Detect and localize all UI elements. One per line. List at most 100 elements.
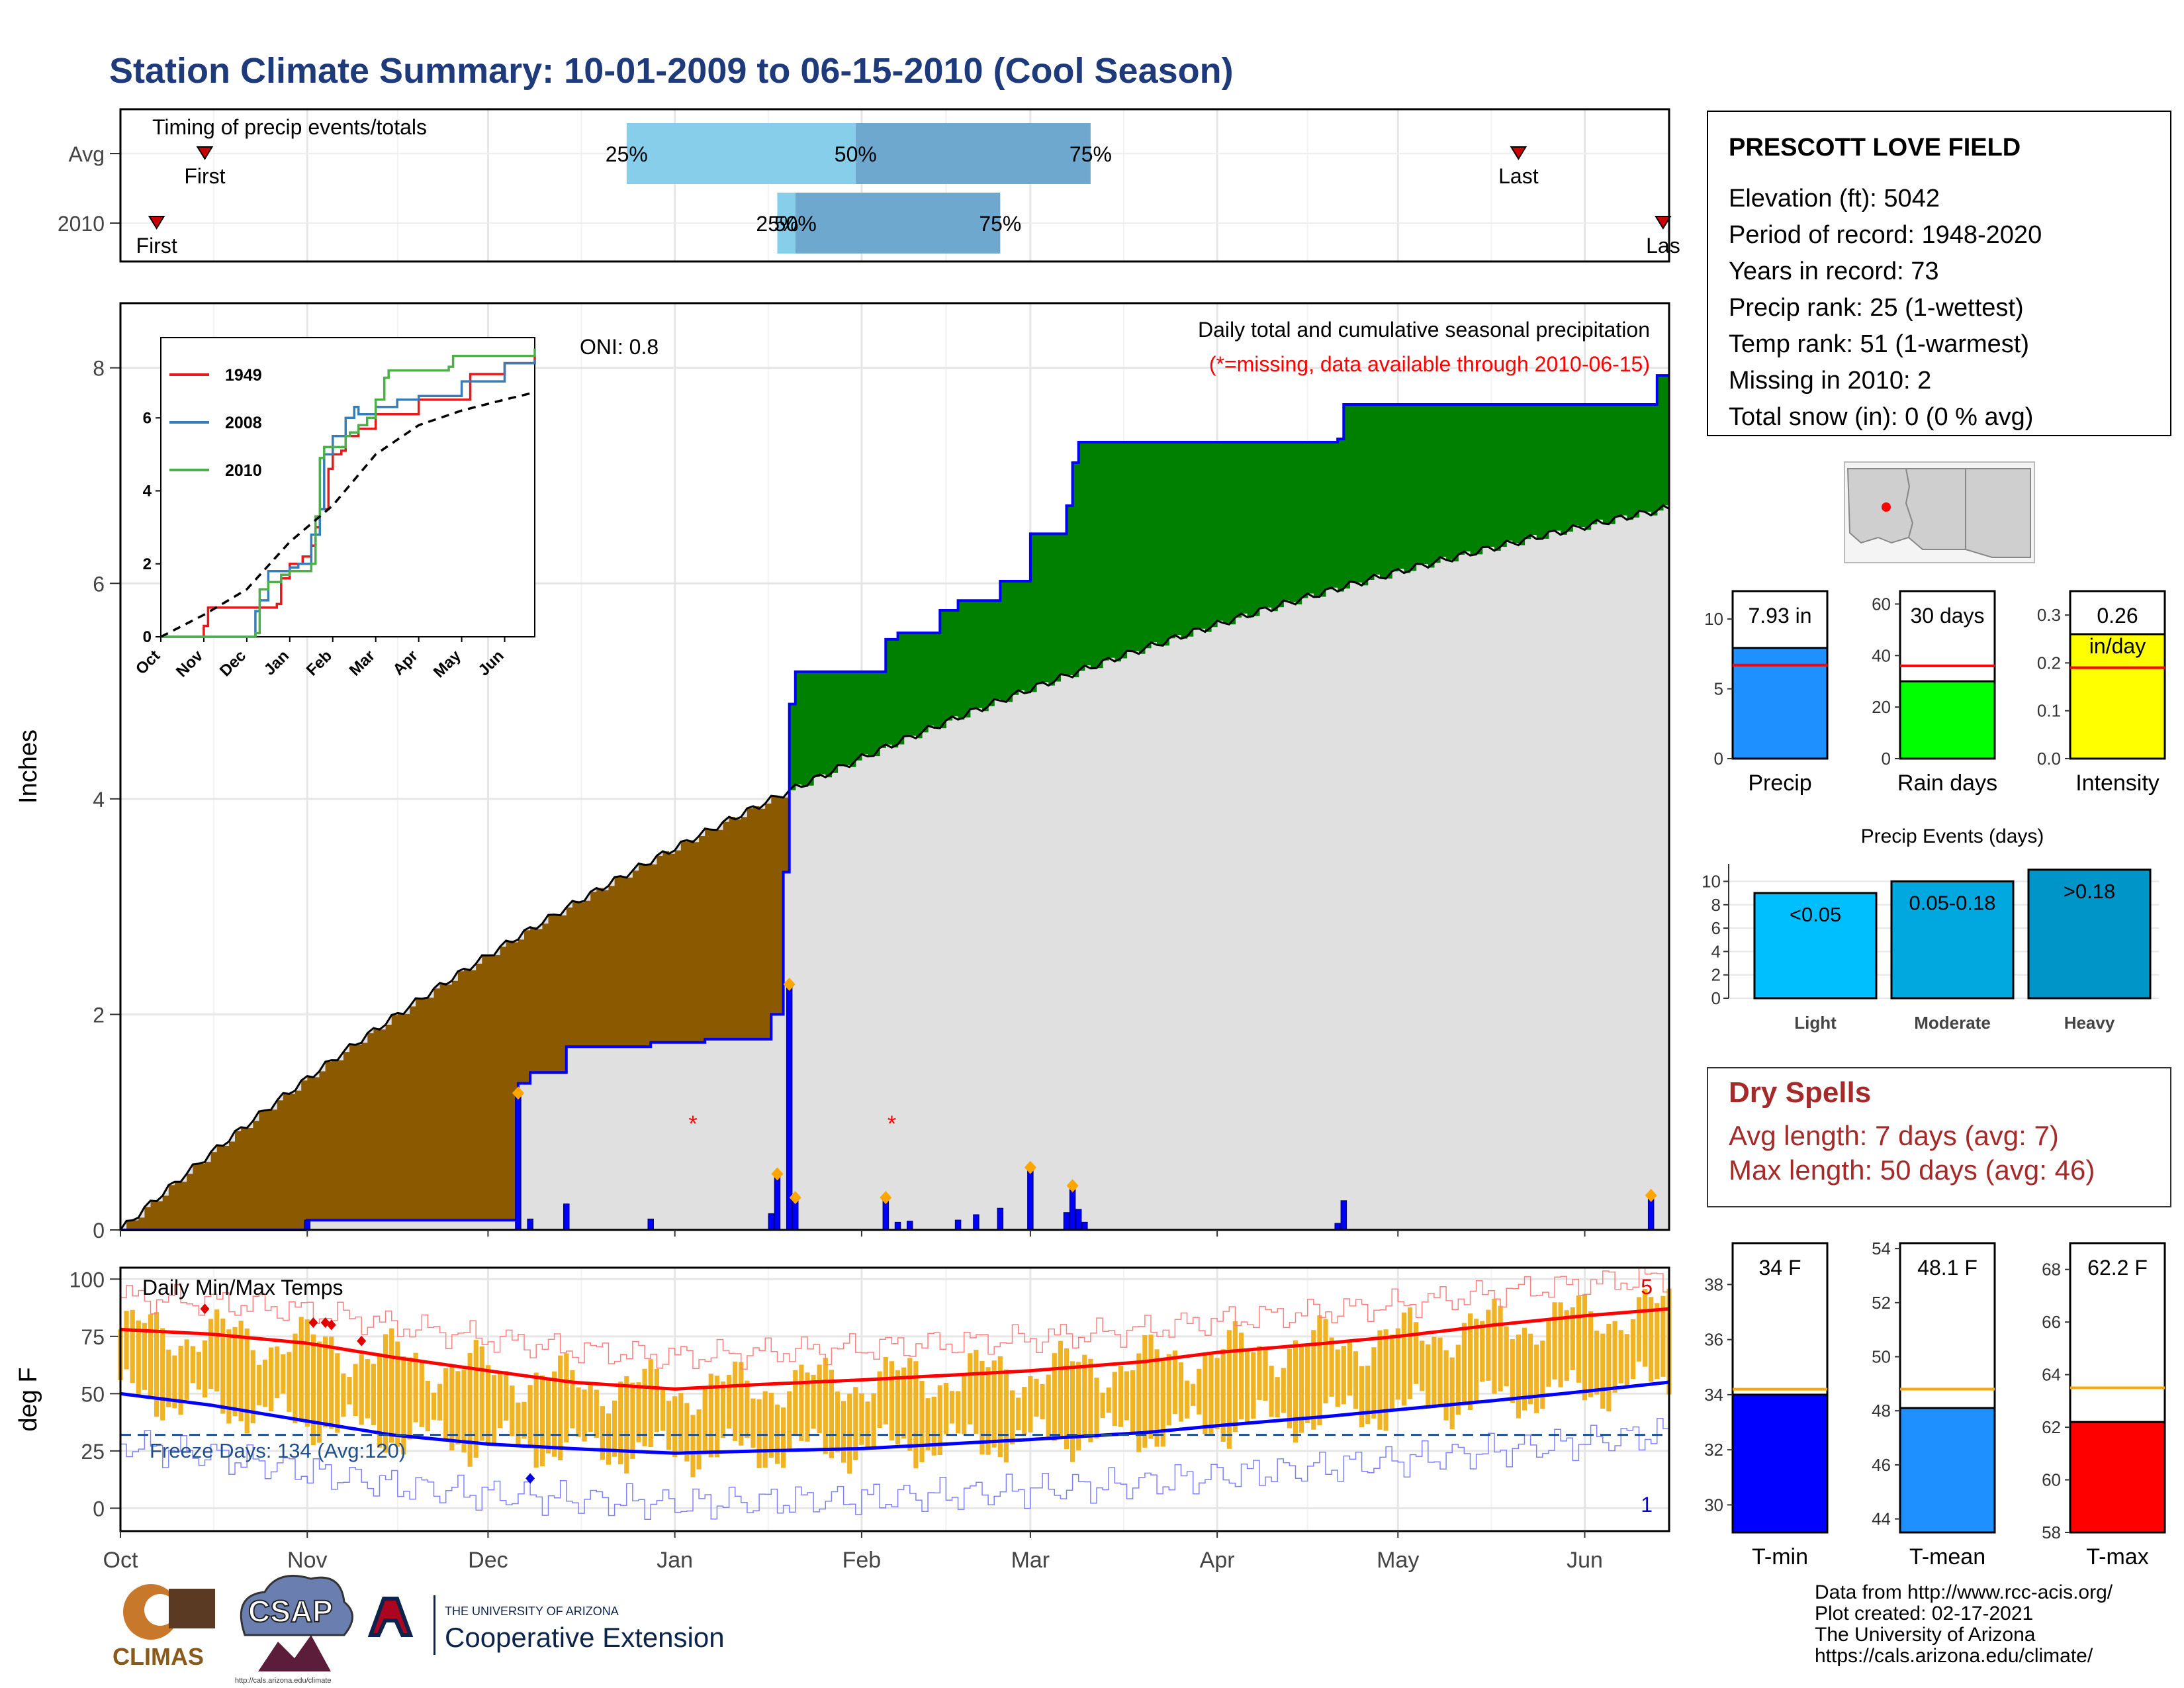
precip-daily-bar [515,1092,522,1231]
precip-record-marker [771,1167,784,1181]
precip-ytick-label: 4 [93,788,105,812]
summary-bar-ytick-label: 20 [1872,697,1891,717]
summary-bar-ytick-label: 48 [1872,1401,1891,1421]
timing-bar-late [795,193,1001,254]
timing-label-p25: 25% [756,212,798,236]
precip-events-panel: 0 2 4 6 8 10 <0.05 Light 0.05-0.18 Moderate >0.18 H… [1702,825,2171,1033]
precip-ytick-label: 0 [93,1219,105,1243]
summary-bar-category-label: Intensity [2075,771,2160,796]
precip-record-marker [783,977,796,991]
precip-record-marker [1066,1179,1079,1193]
summary-bar [1899,1407,1996,1534]
timing-bar-early [777,193,796,254]
precip-daily-bar [1340,1200,1347,1231]
dry-spells-title: Dry Spells [1729,1076,1871,1109]
temps-ytick-label: 100 [69,1268,105,1291]
events-title: Precip Events (days) [1861,825,2044,847]
inset-series-line [161,359,536,638]
summary-bar-ytick-label: 50 [1872,1347,1891,1367]
summary-bar-category-label: Precip [1748,771,1811,796]
precip-daily-bar [563,1203,570,1231]
station-line-snow: Total snow (in): 0 (0 % avg) [1729,403,2033,431]
station-location-dot [1882,502,1891,512]
ua-line-1: THE UNIVERSITY OF ARIZONA [445,1605,619,1618]
precip-daily-bar [304,1219,311,1231]
summary-bar-ytick-label: 0 [1882,749,1891,769]
events-category-label: Heavy [2064,1013,2115,1033]
temps-record-high-marker [357,1335,367,1346]
timing-title: Timing of precip events/totals [152,115,427,139]
summary-bar-ytick-label: 38 [1704,1274,1723,1294]
precip-ylabel: Inches [15,729,42,804]
timing-label-p50: 50% [774,212,817,236]
events-ytick-label: 4 [1711,941,1721,961]
month-tick-label: May [1377,1548,1419,1573]
temps-record-high-marker [326,1319,336,1331]
station-name: PRESCOTT LOVE FIELD [1729,134,2021,162]
summary-bar [1731,1393,1829,1534]
precip-daily-bar [1081,1221,1088,1231]
summary-bar-ytick-label: 60 [1872,594,1891,614]
events-bar-label: 0.05-0.18 [1909,891,1996,914]
summary-bar-ytick-label: 54 [1872,1239,1891,1258]
temps-average-high-line [120,1307,1670,1391]
events-bar [1890,880,2015,1000]
temperature-summary-bars: 30 32 34 36 38 34 F T-min 44 46 48 50 52 54 48.1 F T-m… [1704,1239,2166,1570]
precip-oni-annotation: ONI: 0.8 [580,335,659,359]
events-category-label: Moderate [1914,1013,1991,1033]
precip-record-marker [880,1191,892,1205]
temps-panel: 0 25 50 75 100 deg F Daily Min/Max Temps Freeze… [15,1266,1672,1532]
summary-bar-ytick-label: 5 [1714,679,1723,699]
station-line-elevation: Elevation (ft): 5042 [1729,185,1940,212]
month-tick-label: Nov [287,1548,327,1573]
location-map [1844,461,2035,563]
summary-bar-value-label: 48.1 F [1917,1256,1978,1280]
summary-bar-category-label: Rain days [1897,771,1997,796]
precip-daily-bar [894,1221,901,1231]
summary-bar-ytick-label: 32 [1704,1440,1723,1460]
temps-ylabel: deg F [15,1367,42,1431]
inset-series-line [160,391,535,638]
timing-row-label: 2010 [58,212,105,236]
precip-daily-bar [1063,1212,1070,1231]
events-ytick-label: 0 [1711,988,1721,1008]
precip-deficit-area [126,796,790,1230]
station-info-box: PRESCOTT LOVE FIELD Elevation (ft): 5042… [1707,111,2171,436]
precip-daily-bar [774,1173,781,1231]
inset-ytick-label: 0 [143,628,152,646]
precip-ytick-label: 2 [93,1003,105,1027]
temps-ytick-label: 0 [93,1497,105,1521]
temps-record-high-line [120,1266,1670,1370]
timing-marker-first [196,146,214,160]
climas-text: CLIMAS [113,1643,204,1670]
summary-bar-ytick-label: 0.1 [2037,701,2061,721]
events-ytick-label: 2 [1711,965,1721,985]
temps-record-high-count: 5 [1641,1275,1653,1299]
summary-bar-value-label: 0.26 [2097,604,2138,628]
precip-daily-bar [997,1207,1004,1231]
inset-legend-label: 2010 [225,461,262,480]
month-tick-label: Mar [1011,1548,1050,1573]
csap-logo: CSAP http://cals.arizona.edu/climate [235,1575,353,1685]
timing-marker-first [148,216,165,230]
credit-university: The University of Arizona [1815,1624,2036,1646]
inset-ytick-label: 2 [143,555,152,573]
precip-record-marker [1024,1160,1036,1174]
page-title: Station Climate Summary: 10-01-2009 to 0… [109,51,1234,91]
logos: CLIMAS CSAP http://cals.arizona.edu/clim… [113,1575,725,1685]
month-tick-label: Jun [1567,1548,1603,1573]
month-tick-label: Feb [842,1548,882,1573]
events-bar [1753,892,1878,1000]
timing-label-p75: 75% [1069,142,1112,166]
timing-label-last: Last [1498,164,1539,188]
precip-title: Daily total and cumulative seasonal prec… [1198,318,1650,342]
timing-label-p75: 75% [979,212,1021,236]
inset-ytick-label: 6 [143,409,152,427]
temps-record-low-line [120,1418,1670,1520]
timing-row-label: Avg [68,142,105,166]
summary-bar-ytick-label: 0.2 [2037,653,2061,673]
month-tick-label: Oct [103,1548,138,1573]
precip-frame [119,302,1670,1231]
precip-cumulative-2010-line [120,374,1669,1231]
